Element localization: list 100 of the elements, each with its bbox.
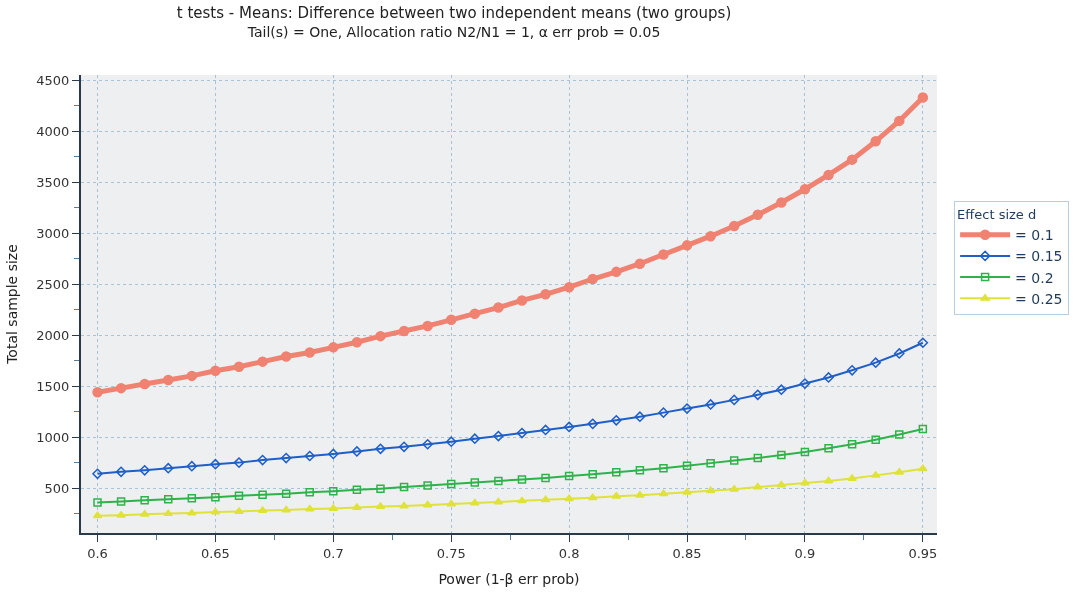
point: [186, 370, 198, 382]
y-tick-label: 1500: [36, 378, 70, 394]
x-tick-label: 0.95: [908, 545, 938, 561]
point: [823, 372, 834, 383]
point: [187, 508, 197, 516]
point: [92, 386, 103, 398]
point: [139, 509, 150, 517]
point: [799, 378, 811, 389]
y-tick-label: 4000: [36, 123, 70, 139]
point: [799, 183, 811, 195]
point: [423, 481, 432, 490]
point: [139, 464, 150, 476]
point: [729, 484, 739, 492]
point: [398, 441, 410, 453]
point: [280, 452, 292, 464]
point: [446, 479, 456, 489]
point: [399, 482, 409, 492]
point: [329, 486, 338, 496]
legend-label: = 0.2: [1015, 269, 1054, 286]
point: [234, 507, 244, 515]
point: [375, 443, 386, 455]
point: [705, 486, 716, 494]
point: [776, 480, 787, 488]
y-tick-label: 3500: [36, 174, 70, 190]
point: [752, 482, 763, 490]
point: [612, 468, 621, 477]
x-tick-label: 0.65: [200, 545, 230, 561]
y-axis-title: Total sample size: [4, 244, 21, 365]
point: [210, 507, 221, 515]
point: [658, 407, 669, 418]
y-tick-label: 1000: [36, 429, 70, 445]
point: [257, 506, 268, 514]
point: [469, 433, 481, 444]
point: [305, 487, 314, 497]
legend-label: = 0.15: [1015, 248, 1063, 265]
point: [328, 448, 339, 460]
point: [847, 440, 857, 449]
point: [398, 325, 410, 337]
y-tick-label: 3000: [36, 225, 70, 241]
point: [140, 496, 149, 505]
point: [777, 450, 786, 460]
point: [564, 494, 574, 502]
point: [917, 92, 929, 103]
point: [728, 220, 740, 232]
point: [611, 266, 622, 278]
point: [540, 289, 551, 300]
point: [446, 499, 457, 507]
point: [752, 389, 764, 401]
point: [894, 115, 905, 127]
point: [258, 490, 267, 499]
point: [610, 414, 622, 426]
point: [870, 136, 881, 147]
point: [351, 446, 363, 457]
point: [917, 337, 929, 349]
x-axis-title: Power (1-β err prob): [438, 571, 580, 588]
point: [304, 504, 315, 512]
point: [587, 493, 598, 501]
point: [516, 427, 528, 439]
point: [470, 498, 480, 506]
point: [918, 424, 928, 434]
point: [493, 302, 504, 313]
point: [493, 497, 504, 505]
x-tick-label: 0.9: [794, 545, 816, 561]
point: [870, 357, 881, 368]
point: [328, 342, 339, 353]
point: [658, 489, 669, 497]
point: [824, 444, 833, 453]
point: [753, 453, 763, 463]
point: [469, 308, 481, 319]
point: [540, 424, 551, 436]
point: [635, 466, 645, 475]
y-tick-label: 2000: [36, 327, 70, 343]
point: [705, 399, 716, 410]
point: [846, 365, 858, 376]
point: [918, 464, 928, 472]
point: [682, 461, 692, 470]
point: [233, 361, 245, 372]
y-tick-label: 4500: [36, 72, 70, 88]
point: [895, 430, 904, 439]
point: [257, 454, 268, 466]
point: [93, 498, 102, 507]
point: [634, 411, 646, 423]
point: [776, 197, 787, 208]
x-tick-label: 0.75: [436, 545, 466, 561]
point: [352, 503, 362, 510]
point: [257, 356, 268, 367]
point: [494, 476, 503, 486]
point: [352, 485, 362, 494]
point: [540, 495, 551, 503]
point: [280, 351, 292, 362]
point: [893, 348, 905, 359]
point: [470, 478, 480, 487]
point: [422, 320, 433, 332]
point: [187, 494, 197, 503]
point: [587, 273, 598, 285]
point: [776, 384, 787, 395]
legend-label: = 0.25: [1015, 290, 1063, 307]
point: [163, 509, 174, 517]
point: [139, 378, 150, 390]
point: [659, 463, 668, 473]
